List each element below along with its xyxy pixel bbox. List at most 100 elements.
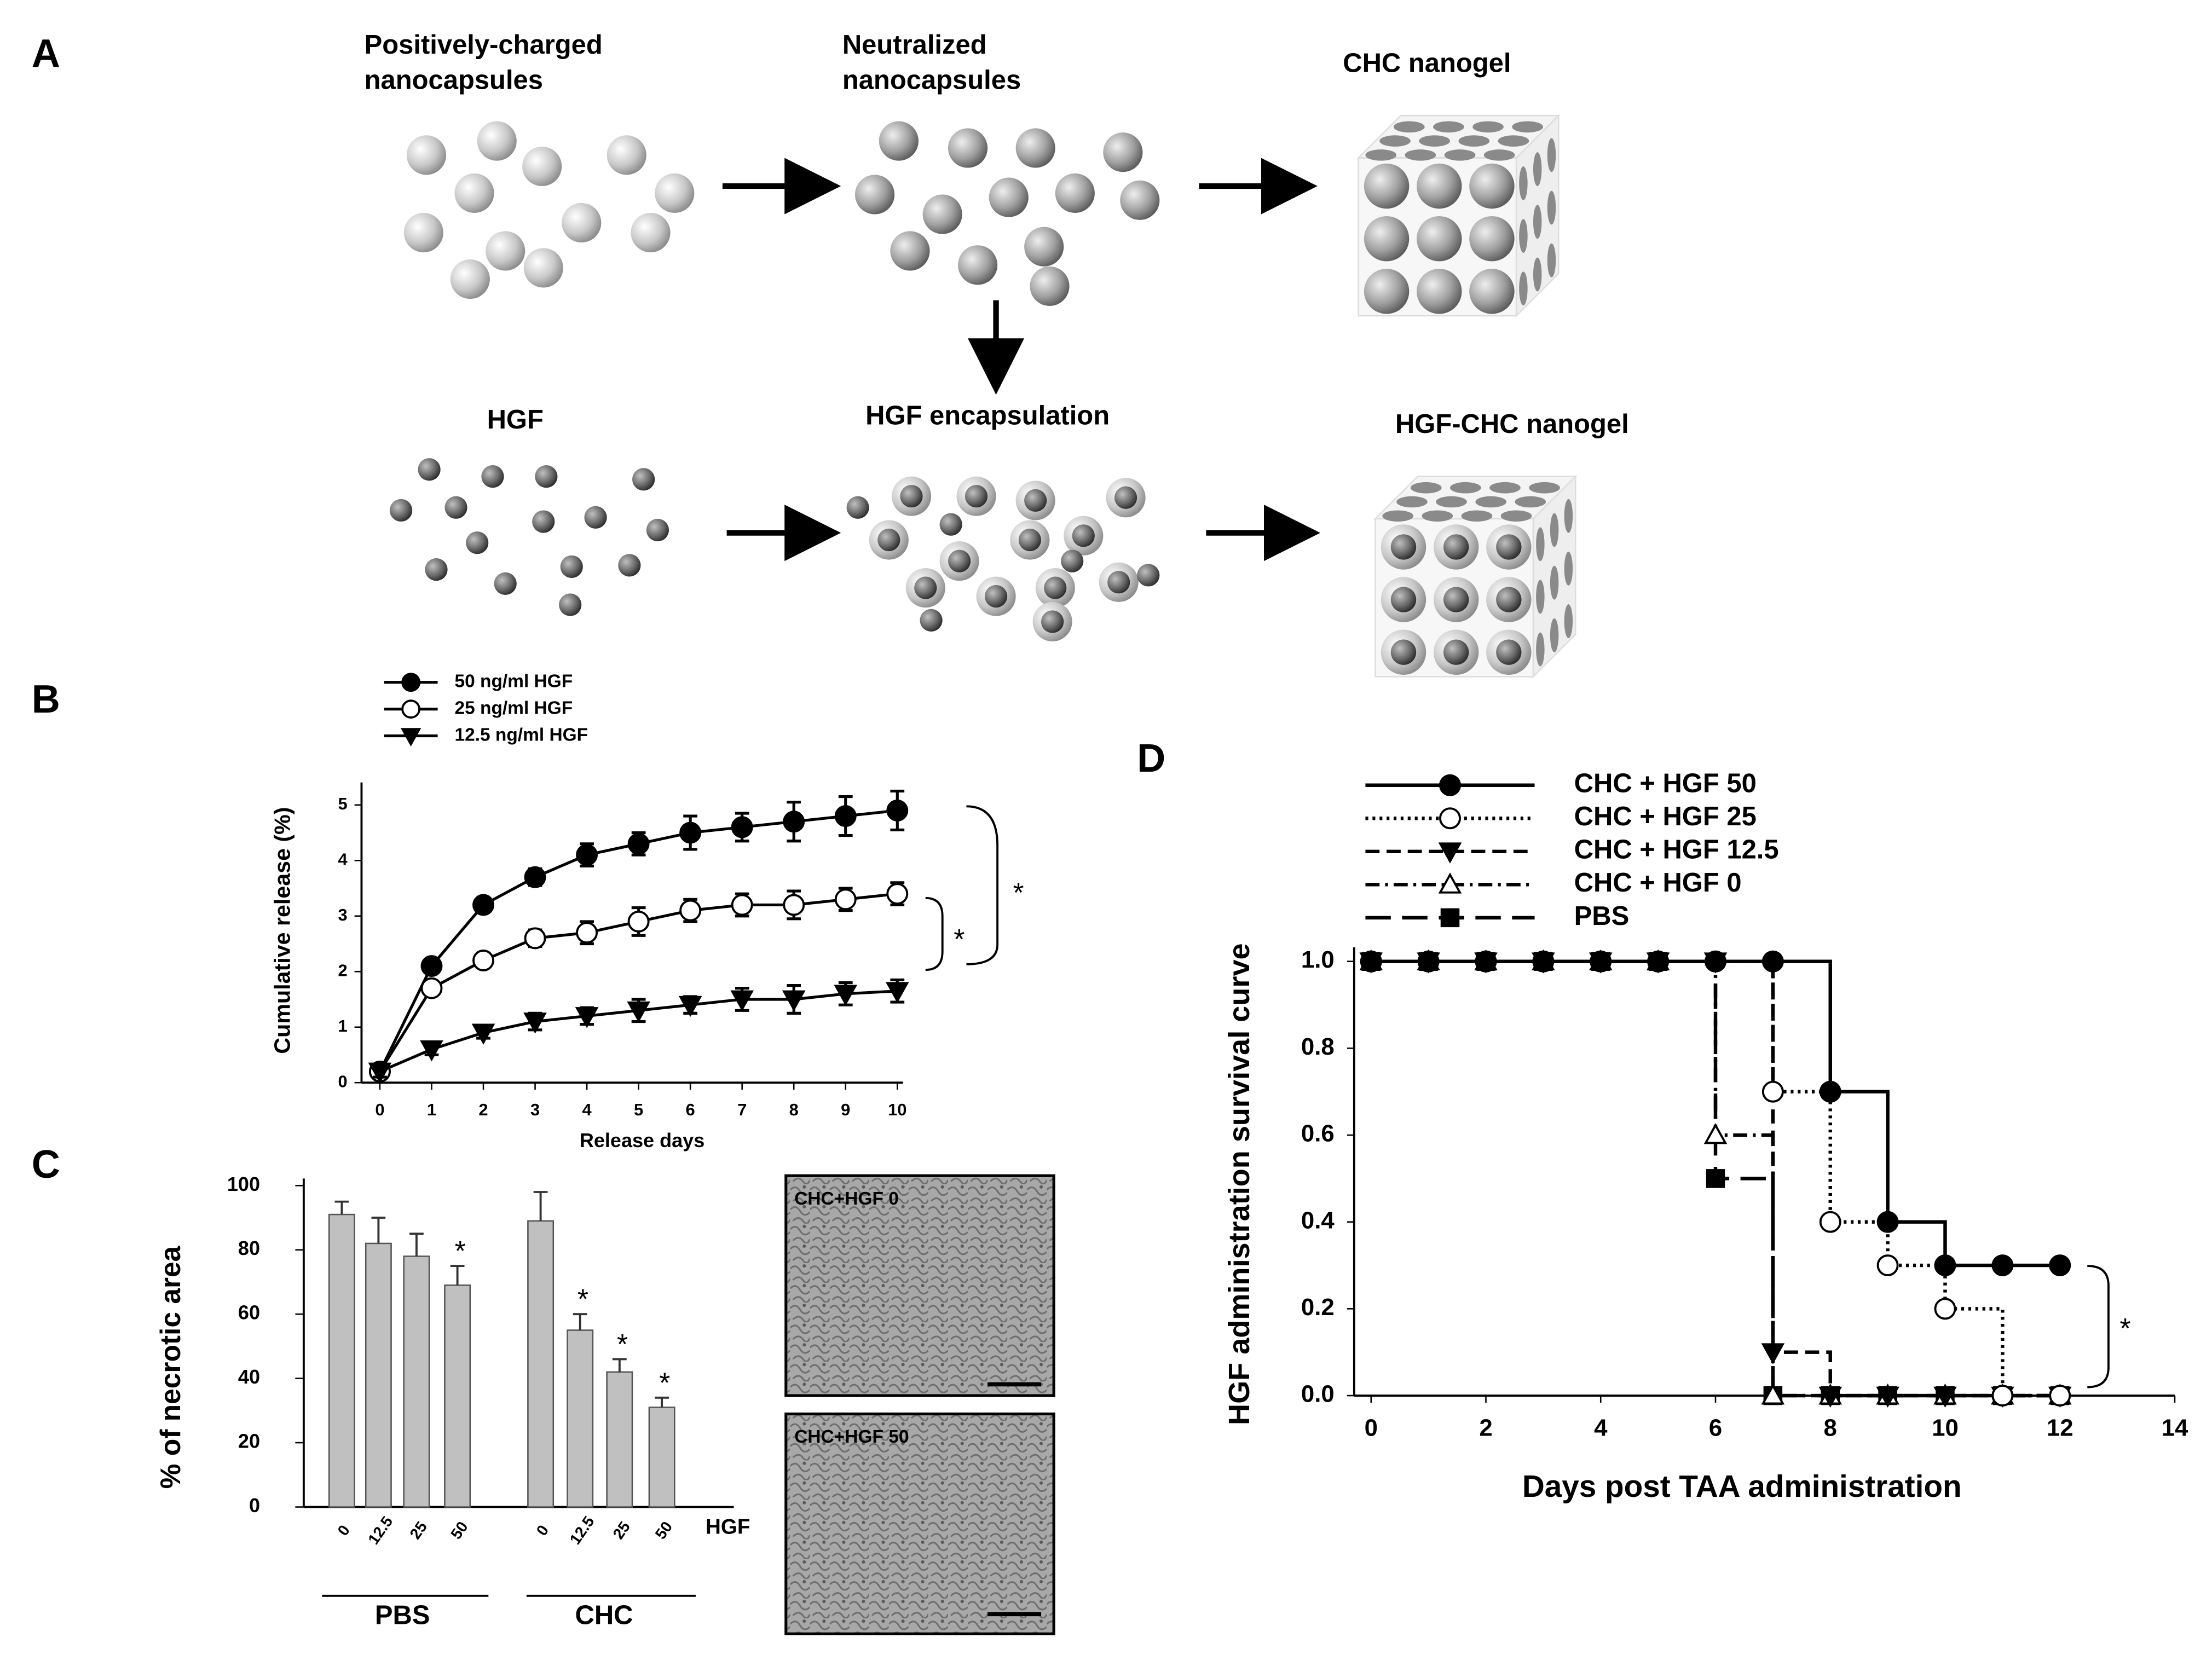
y-tick-label: 3: [338, 905, 348, 924]
sphere: [1469, 269, 1515, 314]
annotation: *: [1013, 877, 1024, 908]
sphere: [559, 593, 582, 616]
y-axis-label: % of necrotic area: [154, 1246, 186, 1489]
y-tick-label: 60: [238, 1301, 260, 1324]
sphere: [1443, 587, 1469, 612]
x-axis-label: Release days: [580, 1129, 704, 1151]
point: [1934, 1298, 1956, 1320]
y-tick-label: 1: [338, 1016, 348, 1035]
sphere: [522, 146, 562, 187]
point: [1991, 1254, 2014, 1277]
point: [834, 888, 857, 911]
sphere: [877, 528, 900, 552]
side-ellipse: [1536, 580, 1545, 614]
sphere: [389, 499, 413, 522]
sphere: [1417, 216, 1462, 262]
point: [1818, 1386, 1843, 1408]
side-ellipse: [1550, 618, 1559, 652]
point: [627, 1001, 650, 1023]
micrograph-label: CHC+HGF 50: [794, 1427, 909, 1447]
annotation: *: [2120, 1312, 2131, 1344]
sphere: [562, 202, 602, 243]
sphere: [406, 135, 447, 175]
arrows: [722, 158, 1321, 562]
sphere: [655, 173, 695, 213]
top-ellipse: [1436, 496, 1467, 508]
point: [523, 1012, 547, 1034]
sphere: [1496, 534, 1522, 560]
sphere: [1496, 639, 1522, 665]
bracket: [2087, 1265, 2110, 1388]
legend-label: 50 ng/ml HGF: [454, 672, 573, 692]
x-tick-label: 25: [610, 1518, 634, 1542]
y-axis-label: Cumulative release (%): [270, 807, 295, 1054]
point: [1876, 1386, 1899, 1408]
side-ellipse: [1519, 219, 1528, 253]
point: [524, 927, 546, 950]
point: [1761, 1384, 1785, 1405]
micrograph-label: CHC+HGF 0: [794, 1189, 899, 1209]
sphere: [584, 506, 607, 529]
legend-label: 12.5 ng/ml HGF: [454, 725, 588, 745]
side-ellipse: [1536, 527, 1545, 562]
sphere: [1107, 571, 1130, 594]
x-tick-label: 8: [1824, 1414, 1837, 1441]
sphere: [454, 173, 494, 213]
point: [420, 977, 443, 999]
node-label: HGF-CHC nanogel: [1395, 409, 1629, 439]
sphere: [403, 212, 443, 253]
point: [576, 922, 598, 944]
sphere: [1469, 163, 1515, 209]
legend-marker: [1438, 842, 1462, 864]
sphere: [1390, 534, 1417, 560]
y-tick-label: 2: [338, 960, 348, 980]
y-axis-label: HGF administration survival curve: [1223, 943, 1256, 1425]
bar: [403, 1255, 430, 1508]
top-ellipse: [1379, 135, 1411, 147]
y-tick-label: 5: [338, 794, 348, 813]
sphere: [607, 135, 646, 175]
x-tick-label: 10: [888, 1100, 906, 1119]
sphere: [1364, 269, 1410, 314]
sphere: [914, 576, 937, 599]
sphere: [920, 609, 943, 632]
side-ellipse: [1519, 166, 1528, 200]
point: [834, 805, 857, 828]
sphere: [1024, 227, 1064, 267]
panel-label: A: [32, 32, 60, 76]
legend-label: PBS: [1574, 901, 1630, 931]
x-axis-label: Days post TAA administration: [1522, 1469, 1962, 1504]
sphere: [1044, 576, 1067, 599]
sphere: [1137, 564, 1160, 587]
y-tick-label: 0.2: [1301, 1294, 1335, 1321]
sphere: [939, 513, 962, 536]
point: [783, 811, 805, 833]
x-tick-label: 12.5: [567, 1513, 598, 1548]
sphere: [466, 531, 489, 554]
top-ellipse: [1449, 482, 1481, 494]
sphere: [964, 485, 988, 508]
point: [731, 894, 753, 916]
bar: [567, 1329, 594, 1508]
x-tick-label: 4: [582, 1100, 592, 1119]
y-tick-label: 80: [238, 1237, 260, 1259]
point: [472, 894, 494, 916]
point: [679, 899, 702, 922]
side-ellipse: [1533, 205, 1542, 239]
point: [1647, 950, 1670, 973]
significance: *: [617, 1328, 628, 1360]
x-tick-label: 12.5: [365, 1513, 396, 1548]
sphere: [631, 212, 671, 253]
point: [679, 821, 702, 844]
sphere: [890, 231, 930, 271]
top-ellipse: [1512, 121, 1544, 133]
x-tick-label: 0: [334, 1522, 354, 1539]
top-ellipse: [1422, 510, 1453, 522]
panel-label: D: [1137, 737, 1165, 780]
point: [524, 866, 546, 888]
x-tick-label: 6: [1709, 1414, 1722, 1441]
x-tick-label: 3: [530, 1100, 540, 1119]
sphere: [1114, 486, 1137, 509]
sphere: [855, 175, 895, 215]
